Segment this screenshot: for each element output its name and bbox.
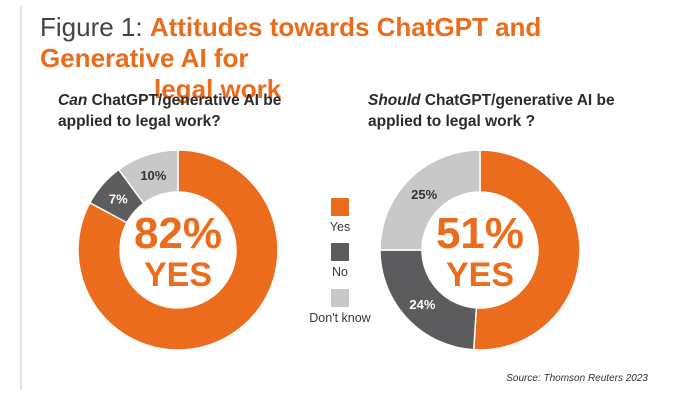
- donut-left-slice-yes: [77, 149, 279, 351]
- legend-item-dont-know: Don't know: [300, 289, 380, 325]
- left-rule-divider: [20, 6, 22, 390]
- donut-left-center-value: 82%: [134, 209, 222, 258]
- chart-left-title: Can ChatGPT/generative AI be applied to …: [58, 90, 318, 132]
- legend-item-yes: Yes: [300, 198, 380, 234]
- donut-right-center-value: 51%: [436, 209, 524, 258]
- donut-right-label-no: 24%: [409, 297, 435, 312]
- donut-right-slice-yes: [472, 149, 581, 351]
- donut-right-slice-no: [379, 249, 478, 351]
- legend-label-dont-know: Don't know: [309, 311, 371, 325]
- donut-left-label-don-t-know: 10%: [140, 168, 166, 183]
- legend-label-no: No: [332, 265, 348, 279]
- donut-left-label-no: 7%: [109, 191, 128, 206]
- figure-label: Figure 1:: [40, 12, 143, 42]
- legend-label-yes: Yes: [329, 220, 351, 234]
- legend-swatch-dont-know: [331, 289, 349, 307]
- donut-right-label-don-t-know: 25%: [411, 187, 437, 202]
- figure-title: Figure 1: Attitudes towards ChatGPT and …: [40, 12, 650, 105]
- chart-right-title-rest: ChatGPT/generative AI be applied to lega…: [368, 92, 615, 130]
- legend-swatch-yes: [331, 198, 349, 216]
- donut-left-slice-don-t-know: [117, 149, 179, 205]
- legend-swatch-no: [331, 243, 349, 261]
- chart-left-title-rest: ChatGPT/generative AI be applied to lega…: [58, 92, 282, 130]
- donut-right-slice-don-t-know: [379, 149, 481, 251]
- figure-title-line-1: Attitudes towards ChatGPT and Generative…: [40, 12, 542, 73]
- donut-right-center-label: YES: [446, 256, 514, 294]
- chart-left-title-emphasis: Can: [58, 92, 88, 109]
- chart-right-title: Should ChatGPT/generative AI be applied …: [368, 90, 628, 132]
- figure-title-line-2: legal work: [154, 74, 282, 104]
- donut-left-center-label: YES: [144, 256, 212, 294]
- legend-item-no: No: [300, 243, 380, 279]
- source-note: Source: Thomson Reuters 2023: [506, 373, 648, 384]
- chart-right-title-emphasis: Should: [368, 92, 421, 109]
